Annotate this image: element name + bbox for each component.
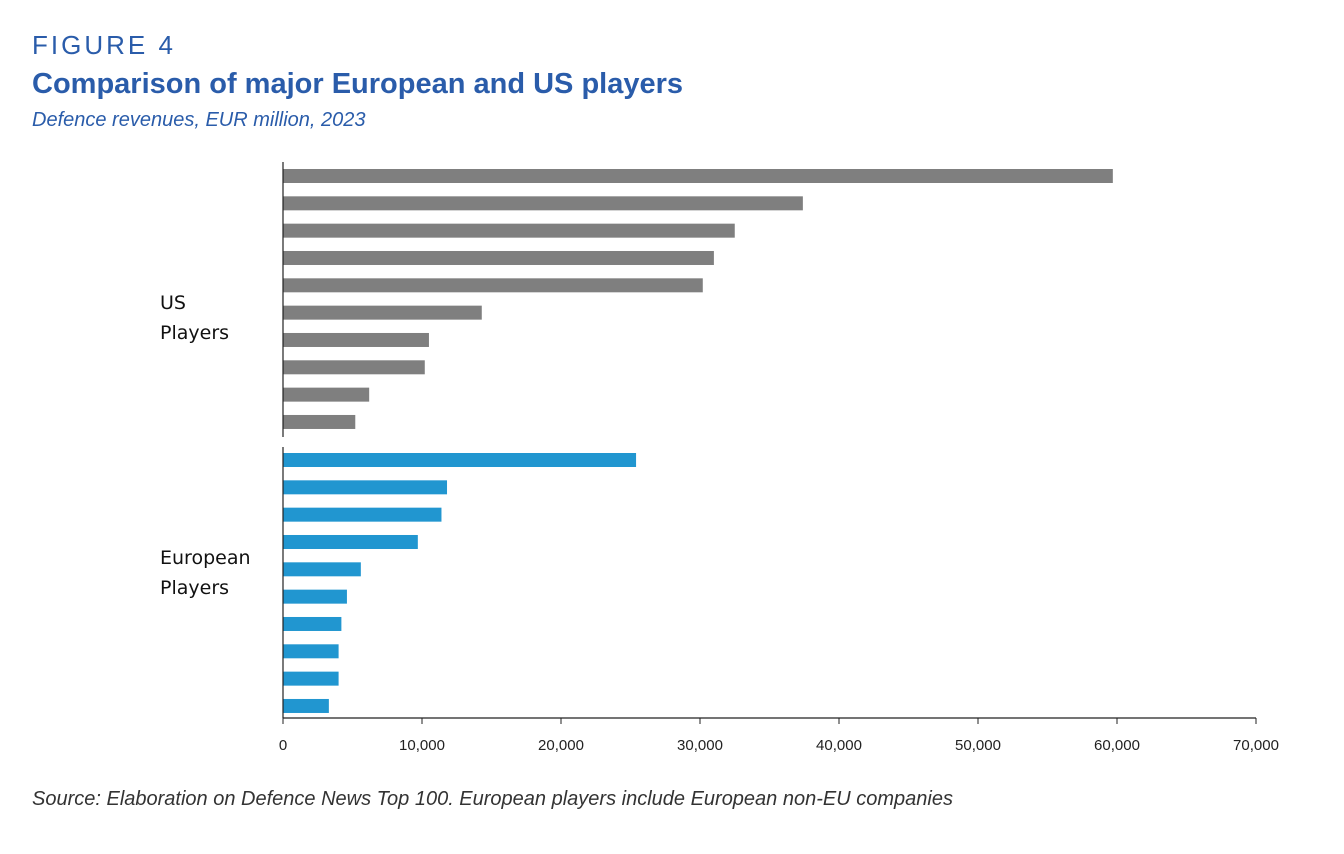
us-player-bar [283, 414, 356, 429]
x-tick-label: 70,000 [1233, 737, 1279, 754]
european-player-bar [283, 507, 442, 522]
x-tick-label: 50,000 [955, 737, 1001, 754]
figure-label: FIGURE 4 [32, 30, 176, 60]
chart-subtitle: Defence revenues, EUR million, 2023 [32, 109, 366, 131]
european-player-bar [283, 698, 329, 713]
us-player-bar [283, 223, 735, 238]
us-player-bar [283, 196, 803, 211]
us-player-bar [283, 332, 429, 347]
us-player-bar [283, 250, 714, 265]
x-tick-label: 10,000 [399, 737, 445, 754]
european-player-bar [283, 671, 339, 686]
x-tick-label: 20,000 [538, 737, 584, 754]
group-label-us-line2: Players [160, 322, 229, 344]
group-label-us-line1: US [160, 292, 186, 314]
x-tick-label: 0 [279, 737, 287, 754]
us-player-bar [283, 169, 1113, 183]
x-tick-label: 60,000 [1094, 737, 1140, 754]
chart-title: Comparison of major European and US play… [32, 68, 684, 100]
x-tick-label: 30,000 [677, 737, 723, 754]
group-label-eu-line1: European [160, 547, 251, 569]
european-player-bar [283, 616, 342, 631]
us-player-bar [283, 305, 482, 320]
source-note: Source: Elaboration on Defence News Top … [32, 788, 953, 810]
us-player-bar [283, 387, 370, 402]
european-player-bar [283, 480, 448, 495]
group-label-eu-line2: Players [160, 577, 229, 599]
european-player-bar [283, 589, 347, 604]
european-player-bar [283, 534, 418, 549]
x-tick-label: 40,000 [816, 737, 862, 754]
european-player-bar [283, 562, 361, 577]
us-player-bar [283, 360, 425, 375]
us-player-bar [283, 278, 703, 293]
european-player-bar [283, 453, 637, 467]
european-player-bar [283, 644, 339, 659]
